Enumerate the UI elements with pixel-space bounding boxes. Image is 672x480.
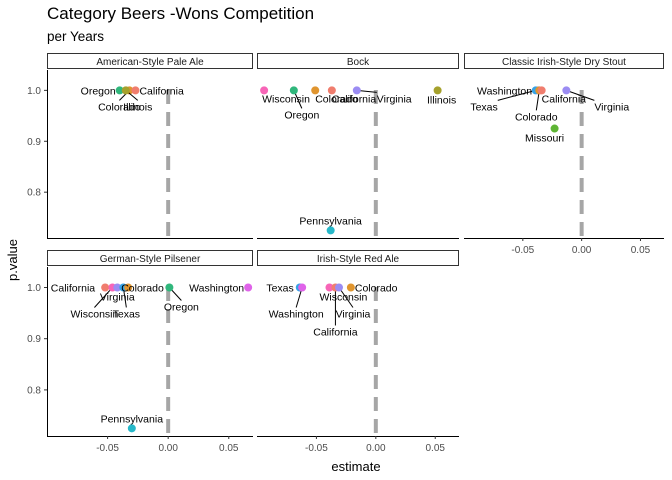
facet-strip bbox=[257, 250, 459, 266]
point-label-virginia: Virginia bbox=[336, 308, 371, 320]
point-label-california: California bbox=[332, 93, 377, 105]
facet-strip bbox=[47, 53, 253, 69]
point-label-texas: Texas bbox=[113, 308, 140, 320]
data-point-illinois bbox=[433, 86, 442, 95]
point-label-oregon: Oregon bbox=[164, 301, 199, 313]
facet-strip-label: German-Style Pilsener bbox=[100, 254, 201, 265]
x-tick-label: 0.00 bbox=[366, 443, 386, 454]
data-point-illinois bbox=[121, 86, 130, 95]
point-label-wisconsin: Wisconsin bbox=[319, 291, 367, 303]
y-axis-title: p.value bbox=[5, 239, 20, 281]
point-label-illinois: Illinois bbox=[427, 94, 456, 106]
data-point-pennsylvania bbox=[127, 424, 136, 433]
data-point-virginia bbox=[334, 283, 343, 292]
point-label-missouri: Missouri bbox=[525, 133, 564, 145]
data-point-wisconsin bbox=[325, 283, 334, 292]
data-point-virginia bbox=[113, 283, 122, 292]
data-point-colorado bbox=[346, 283, 355, 292]
point-label-colorado: Colorado bbox=[121, 282, 164, 294]
point-label-texas: Texas bbox=[266, 282, 293, 294]
data-point-missouri bbox=[550, 124, 559, 133]
y-tick-label: 0.9 bbox=[27, 137, 41, 148]
label-leader bbox=[497, 89, 536, 101]
x-tick-label: -0.05 bbox=[96, 443, 119, 454]
data-point-california bbox=[101, 283, 110, 292]
point-label-pennsylvania: Pennsylvania bbox=[101, 413, 164, 425]
point-label-colorado: Colorado bbox=[98, 101, 141, 113]
x-axis-title: estimate bbox=[331, 459, 380, 474]
data-point-colorado bbox=[311, 86, 320, 95]
x-tick-label: -0.05 bbox=[305, 443, 328, 454]
point-label-washington: Washington bbox=[269, 308, 324, 320]
point-label-texas: Texas bbox=[470, 101, 497, 113]
x-tick-label: 0.05 bbox=[426, 443, 446, 454]
point-label-wisconsin: Wisconsin bbox=[71, 308, 119, 320]
data-point-colorado bbox=[124, 283, 133, 292]
data-point-virginia bbox=[562, 86, 571, 95]
data-point-virginia bbox=[352, 86, 361, 95]
point-label-washington: Washington bbox=[189, 282, 244, 294]
data-point-california bbox=[131, 86, 140, 95]
y-tick-label: 0.8 bbox=[27, 385, 41, 396]
point-label-washington: Washington bbox=[477, 85, 532, 97]
point-label-california: California bbox=[51, 282, 96, 294]
point-label-california: California bbox=[313, 326, 358, 338]
data-point-california bbox=[537, 86, 546, 95]
data-point-california bbox=[327, 86, 336, 95]
y-tick-label: 0.8 bbox=[27, 188, 41, 199]
point-label-colorado: Colorado bbox=[515, 111, 558, 123]
data-point-oregon bbox=[165, 283, 174, 292]
data-point-washington bbox=[244, 283, 253, 292]
label-leader bbox=[338, 287, 354, 308]
panel-american-style-pale-ale: American-Style Pale Ale 0.8 0.9 1.0 Oregon Co… bbox=[27, 53, 253, 239]
x-tick-label: 0.05 bbox=[631, 245, 651, 256]
y-tick-label: 1.0 bbox=[27, 86, 41, 97]
point-label-oregon: Oregon bbox=[284, 109, 319, 121]
point-label-california: California bbox=[542, 93, 587, 105]
point-label-illinois: Illinois bbox=[123, 101, 152, 113]
point-label-virginia: Virginia bbox=[377, 93, 412, 105]
facet-strip-label: Bock bbox=[347, 57, 370, 68]
point-label-oregon: Oregon bbox=[81, 85, 116, 97]
x-tick-label: -0.05 bbox=[511, 245, 534, 256]
y-tick-label: 1.0 bbox=[27, 283, 41, 294]
facet-strip bbox=[257, 53, 459, 69]
facet-strip bbox=[47, 250, 253, 266]
facet-strip bbox=[464, 53, 664, 69]
panel-classic-irish-style-dry-stout: Classic Irish-Style Dry Stout -0.05 0.00 0.… bbox=[464, 53, 664, 256]
y-tick-label: 0.9 bbox=[27, 334, 41, 345]
facet-strip-label: Irish-Style Red Ale bbox=[317, 254, 400, 265]
point-label-colorado: Colorado bbox=[355, 282, 398, 294]
point-label-virginia: Virginia bbox=[100, 291, 135, 303]
panel-german-style-pilsener: German-Style Pilsener 0.8 0.9 1.0 -0.05 0.00 0… bbox=[27, 250, 253, 454]
data-point-oregon bbox=[115, 86, 124, 95]
x-tick-label: 0.00 bbox=[158, 443, 178, 454]
facet-strip-label: Classic Irish-Style Dry Stout bbox=[502, 57, 626, 68]
point-label-colorado: Colorado bbox=[315, 93, 358, 105]
data-point-pennsylvania bbox=[326, 226, 335, 235]
chart-title: Category Beers -Wons Competition bbox=[47, 4, 315, 23]
data-point-oregon bbox=[289, 86, 298, 95]
label-leader bbox=[566, 89, 595, 101]
chart-subtitle: per Years bbox=[47, 29, 105, 44]
point-label-california: California bbox=[139, 85, 184, 97]
x-tick-label: 0.05 bbox=[219, 443, 239, 454]
panel-irish-style-red-ale: Irish-Style Red Ale -0.05 0.00 0.05 Texas Was… bbox=[257, 250, 459, 454]
data-point-washington bbox=[298, 283, 307, 292]
data-point-wisconsin bbox=[260, 86, 269, 95]
facet-strip-label: American-Style Pale Ale bbox=[96, 57, 204, 68]
point-label-wisconsin: Wisconsin bbox=[262, 93, 310, 105]
label-leader bbox=[94, 287, 113, 308]
x-tick-label: 0.00 bbox=[572, 245, 592, 256]
point-label-virginia: Virginia bbox=[594, 101, 629, 113]
point-label-pennsylvania: Pennsylvania bbox=[299, 215, 362, 227]
